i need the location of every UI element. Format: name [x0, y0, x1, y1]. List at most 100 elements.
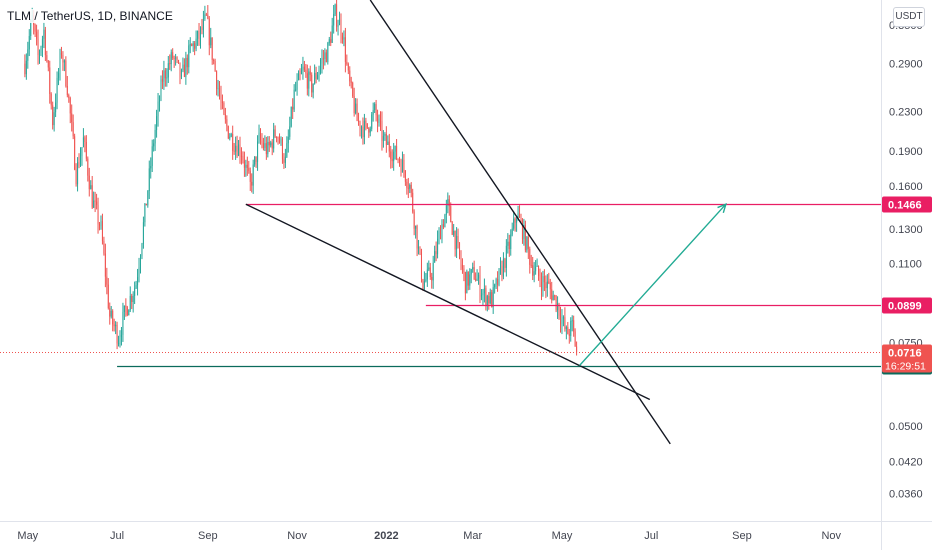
candle — [478, 272, 480, 285]
candle — [444, 213, 446, 228]
candle — [346, 54, 348, 66]
candle — [540, 272, 542, 301]
candle — [81, 147, 83, 166]
candle — [404, 169, 406, 186]
trend-lines[interactable] — [245, 0, 671, 445]
candle — [461, 258, 463, 274]
candle — [382, 130, 384, 148]
candle — [438, 227, 440, 245]
candle — [470, 268, 472, 284]
candle — [423, 271, 425, 291]
candle — [576, 341, 578, 356]
candle — [460, 250, 462, 271]
x-tick-label: Mar — [463, 530, 482, 542]
candle — [220, 85, 222, 110]
candle — [366, 123, 368, 130]
candle — [264, 135, 266, 151]
candle — [330, 31, 332, 47]
candle — [545, 275, 547, 299]
candle — [261, 133, 263, 149]
candle — [378, 114, 380, 127]
candle — [71, 104, 73, 132]
candle — [110, 305, 112, 319]
candle — [300, 63, 302, 75]
candle — [356, 98, 358, 122]
candle — [447, 192, 449, 214]
candle — [459, 242, 461, 260]
candle — [207, 5, 209, 20]
candle — [267, 136, 269, 158]
candle — [388, 133, 390, 158]
candle — [93, 191, 95, 209]
chart-title: TLM / TetherUS, 1D, BINANCE — [5, 9, 175, 23]
candle — [59, 48, 61, 81]
candle — [555, 295, 557, 313]
level-price-badge: 0.1466 — [882, 196, 932, 213]
candle — [211, 37, 213, 65]
candle — [437, 230, 439, 259]
candle — [157, 92, 159, 127]
candle — [514, 217, 516, 232]
currency-button[interactable]: USDT — [893, 7, 925, 27]
candle — [246, 156, 248, 176]
target-arrow[interactable] — [579, 203, 727, 366]
candle — [229, 133, 231, 141]
candle — [391, 149, 393, 169]
candle — [312, 83, 314, 99]
candle — [353, 87, 355, 117]
candle — [554, 294, 556, 301]
candle — [340, 13, 342, 44]
y-tick-label: 0.1600 — [889, 181, 923, 193]
candle — [390, 145, 392, 169]
y-tick-label: 0.1300 — [889, 224, 923, 236]
candle — [156, 109, 158, 138]
candle — [432, 255, 434, 289]
candle — [303, 60, 305, 73]
horizontal-levels[interactable] — [0, 203, 881, 368]
candle — [197, 30, 199, 46]
time-axis[interactable]: May Jul Sep Nov 2022 Mar May Jul Sep Nov — [17, 530, 841, 542]
candle — [249, 167, 251, 191]
candle — [379, 111, 381, 131]
trend-line[interactable] — [369, 0, 671, 445]
arrow-shaft[interactable] — [579, 203, 727, 366]
candle — [173, 55, 175, 68]
candle — [513, 211, 515, 231]
candle — [52, 101, 54, 130]
candle — [317, 71, 319, 80]
candle — [240, 147, 242, 165]
candle — [242, 151, 244, 164]
candle — [286, 136, 288, 158]
candle — [254, 156, 256, 167]
candle — [99, 221, 101, 231]
candle — [299, 68, 301, 81]
candle — [235, 136, 237, 160]
candle — [259, 128, 261, 145]
candle — [527, 234, 529, 259]
candle — [169, 54, 171, 70]
candle — [473, 260, 475, 281]
candle — [159, 95, 161, 112]
trend-line[interactable] — [245, 203, 651, 401]
candle — [217, 79, 219, 97]
candle — [186, 54, 188, 75]
candle — [66, 75, 68, 98]
candle — [442, 219, 444, 230]
candle — [113, 318, 115, 332]
candle — [216, 70, 218, 96]
candle — [63, 59, 65, 72]
candle — [535, 260, 537, 275]
candle — [435, 241, 437, 262]
candle — [43, 22, 45, 49]
candle — [501, 260, 503, 282]
candle — [25, 53, 27, 80]
candle — [178, 59, 180, 65]
candle — [401, 151, 403, 173]
price-axis[interactable]: 0.35000.29000.23000.19000.16000.13000.11… — [889, 20, 923, 501]
candle — [292, 98, 294, 119]
candle — [192, 41, 194, 52]
candle — [355, 98, 357, 115]
candle — [302, 56, 304, 80]
